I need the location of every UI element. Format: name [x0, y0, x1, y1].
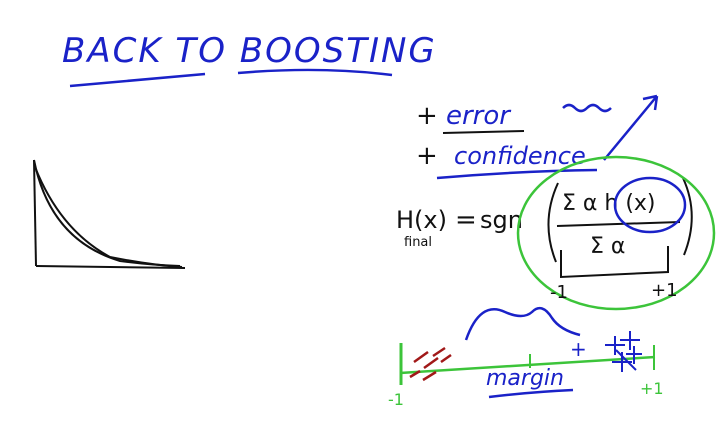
- plus-confidence: +: [416, 141, 438, 171]
- error-underline: [442, 130, 525, 134]
- normalized-sum-circle: [516, 155, 716, 311]
- left-paren: [547, 182, 559, 263]
- distribution-bump: [464, 306, 581, 341]
- hypothesis-lhs-subscript: final: [404, 235, 432, 250]
- axis-right-label: +1: [640, 379, 664, 398]
- hypothesis-circle: [613, 176, 687, 234]
- plus-error: +: [416, 101, 438, 131]
- range-bracket: [560, 246, 669, 279]
- hypothesis-lhs: H(x): [396, 206, 447, 234]
- bracket-right-label: +1: [651, 280, 678, 301]
- margin-underline: [488, 388, 574, 399]
- title-underline-right: [237, 68, 393, 77]
- confidence-label: confidence: [454, 142, 586, 170]
- margin-axis: [399, 355, 656, 375]
- fraction-bar: [556, 221, 681, 227]
- denominator: Σ α: [590, 234, 625, 259]
- arrow-up-icon: [603, 94, 659, 161]
- loss-curve-sketch: [33, 159, 186, 269]
- margin-label: margin: [486, 366, 564, 391]
- numerator: Σ α h (x): [562, 191, 656, 216]
- positive-cluster: [605, 331, 642, 372]
- axis-left-label: -1: [388, 390, 404, 409]
- error-squiggle: [562, 103, 612, 113]
- negative-marks: [409, 346, 452, 382]
- equals-sign: =: [455, 205, 477, 235]
- bracket-left-label: -1: [550, 282, 568, 303]
- error-label: error: [446, 101, 512, 131]
- title: BACK TO BOOSTING: [62, 31, 437, 71]
- right-paren: [682, 177, 693, 256]
- plus-mark: +: [570, 337, 587, 361]
- title-underline-left: [69, 72, 206, 88]
- sgn-label: sgn: [480, 206, 523, 234]
- confidence-underline: [436, 168, 598, 180]
